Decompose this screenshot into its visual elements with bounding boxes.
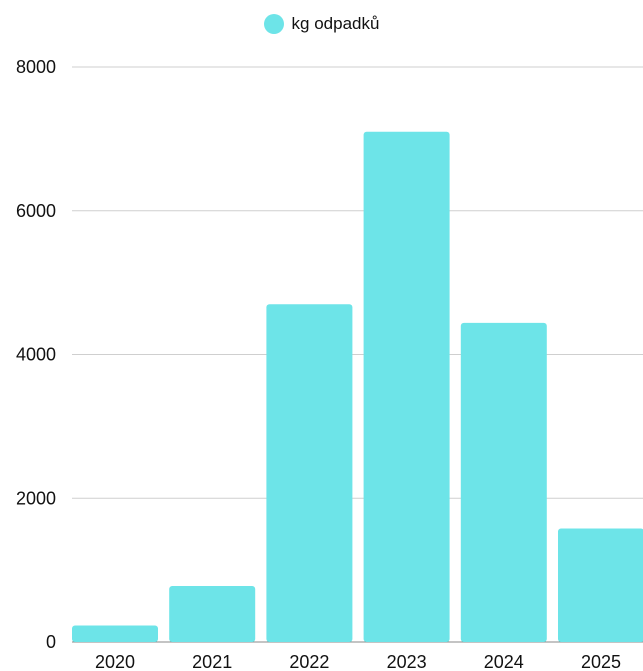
bar-2024	[460, 322, 547, 642]
y-tick-label: 2000	[16, 488, 56, 508]
bar-2022	[266, 304, 353, 642]
x-tick-label: 2021	[192, 652, 232, 671]
y-tick-label: 0	[46, 632, 56, 652]
x-tick-label: 2022	[289, 652, 329, 671]
bars	[72, 131, 643, 642]
bar-2025	[558, 528, 643, 642]
chart-legend: kg odpadků	[0, 10, 643, 38]
y-tick-label: 4000	[16, 345, 56, 365]
gridlines	[72, 66, 643, 643]
x-axis-ticks: 2020 2021 2022 2023 2024 2025	[95, 652, 621, 671]
x-tick-label: 2024	[484, 652, 524, 671]
x-tick-label: 2025	[581, 652, 621, 671]
x-tick-label: 2020	[95, 652, 135, 671]
legend-label: kg odpadků	[291, 14, 380, 33]
bar-2021	[169, 585, 256, 642]
bar-2020	[72, 625, 158, 642]
y-axis-ticks: 0 2000 4000 6000 8000	[16, 57, 56, 652]
y-tick-label: 8000	[16, 57, 56, 77]
x-tick-label: 2023	[387, 652, 427, 671]
bar-2023	[363, 131, 450, 642]
y-tick-label: 6000	[16, 201, 56, 221]
legend-swatch	[263, 14, 284, 34]
